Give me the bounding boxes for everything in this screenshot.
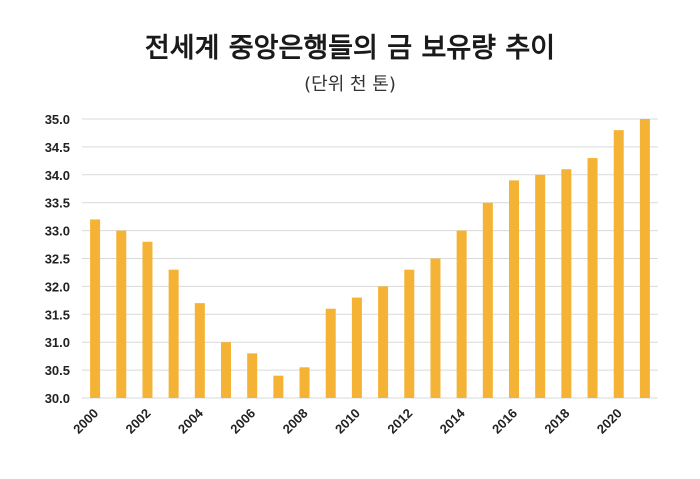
gridlines <box>82 118 658 399</box>
x-tick-label: 2014 <box>437 405 469 437</box>
x-tick-label: 2004 <box>175 405 207 437</box>
x-tick-label: 2002 <box>123 406 154 437</box>
bar-2013 <box>430 258 441 398</box>
bar-2001 <box>116 230 127 398</box>
bar-2010 <box>351 297 362 398</box>
y-tick-label: 30.5 <box>45 363 70 378</box>
bar-2021 <box>639 119 650 398</box>
y-tick-label: 30.0 <box>45 391 70 406</box>
bar-2008 <box>299 367 310 398</box>
bar-2016 <box>509 180 519 398</box>
x-tick-label: 2006 <box>227 406 258 437</box>
bar-2002 <box>142 241 153 398</box>
bar-2011 <box>378 286 389 398</box>
bar-2007 <box>273 375 284 398</box>
bar-2004 <box>194 303 205 398</box>
bar-2020 <box>613 130 624 398</box>
y-tick-label: 32.5 <box>45 252 70 267</box>
x-tick-label: 2010 <box>332 406 363 437</box>
bar-2018 <box>561 169 572 398</box>
chart-subtitle: (단위 천 톤) <box>304 74 396 95</box>
bar-2015 <box>482 202 493 398</box>
y-tick-label: 34.0 <box>45 168 70 183</box>
bar-2014 <box>456 230 467 398</box>
bar-2009 <box>325 308 336 398</box>
x-tick-label: 2020 <box>594 406 625 437</box>
x-tick-label: 2000 <box>70 406 101 437</box>
bar-2005 <box>221 342 231 398</box>
x-tick-label: 2012 <box>384 406 415 437</box>
y-tick-label: 32.0 <box>45 279 70 294</box>
bar-2017 <box>535 174 546 398</box>
y-tick-label: 34.5 <box>45 140 70 155</box>
x-tick-label: 2016 <box>489 406 520 437</box>
y-axis-ticks: 30.0 30.5 31.0 31.5 32.0 32.5 33.0 33.5 34.0 34.5… <box>45 112 70 406</box>
bar-2006 <box>247 353 258 398</box>
chart-title: 전세계 중앙은행들의 금 보유량 추이 <box>144 33 556 64</box>
y-tick-label: 33.0 <box>45 224 70 239</box>
y-tick-label: 35.0 <box>45 112 70 127</box>
bar-2012 <box>404 269 415 398</box>
x-tick-label: 2008 <box>280 406 311 437</box>
y-tick-label: 33.5 <box>45 196 70 211</box>
y-tick-label: 31.5 <box>45 307 70 322</box>
bar-2000 <box>90 219 101 398</box>
x-axis-ticks: 2000 2002 2004 2006 2008 2010 2012 2014 2016 2018… <box>70 405 625 437</box>
x-tick-label: 2018 <box>541 406 572 437</box>
bars <box>90 119 650 398</box>
y-tick-label: 31.0 <box>45 335 70 350</box>
bar-2019 <box>587 158 598 398</box>
bar-2003 <box>168 269 179 398</box>
